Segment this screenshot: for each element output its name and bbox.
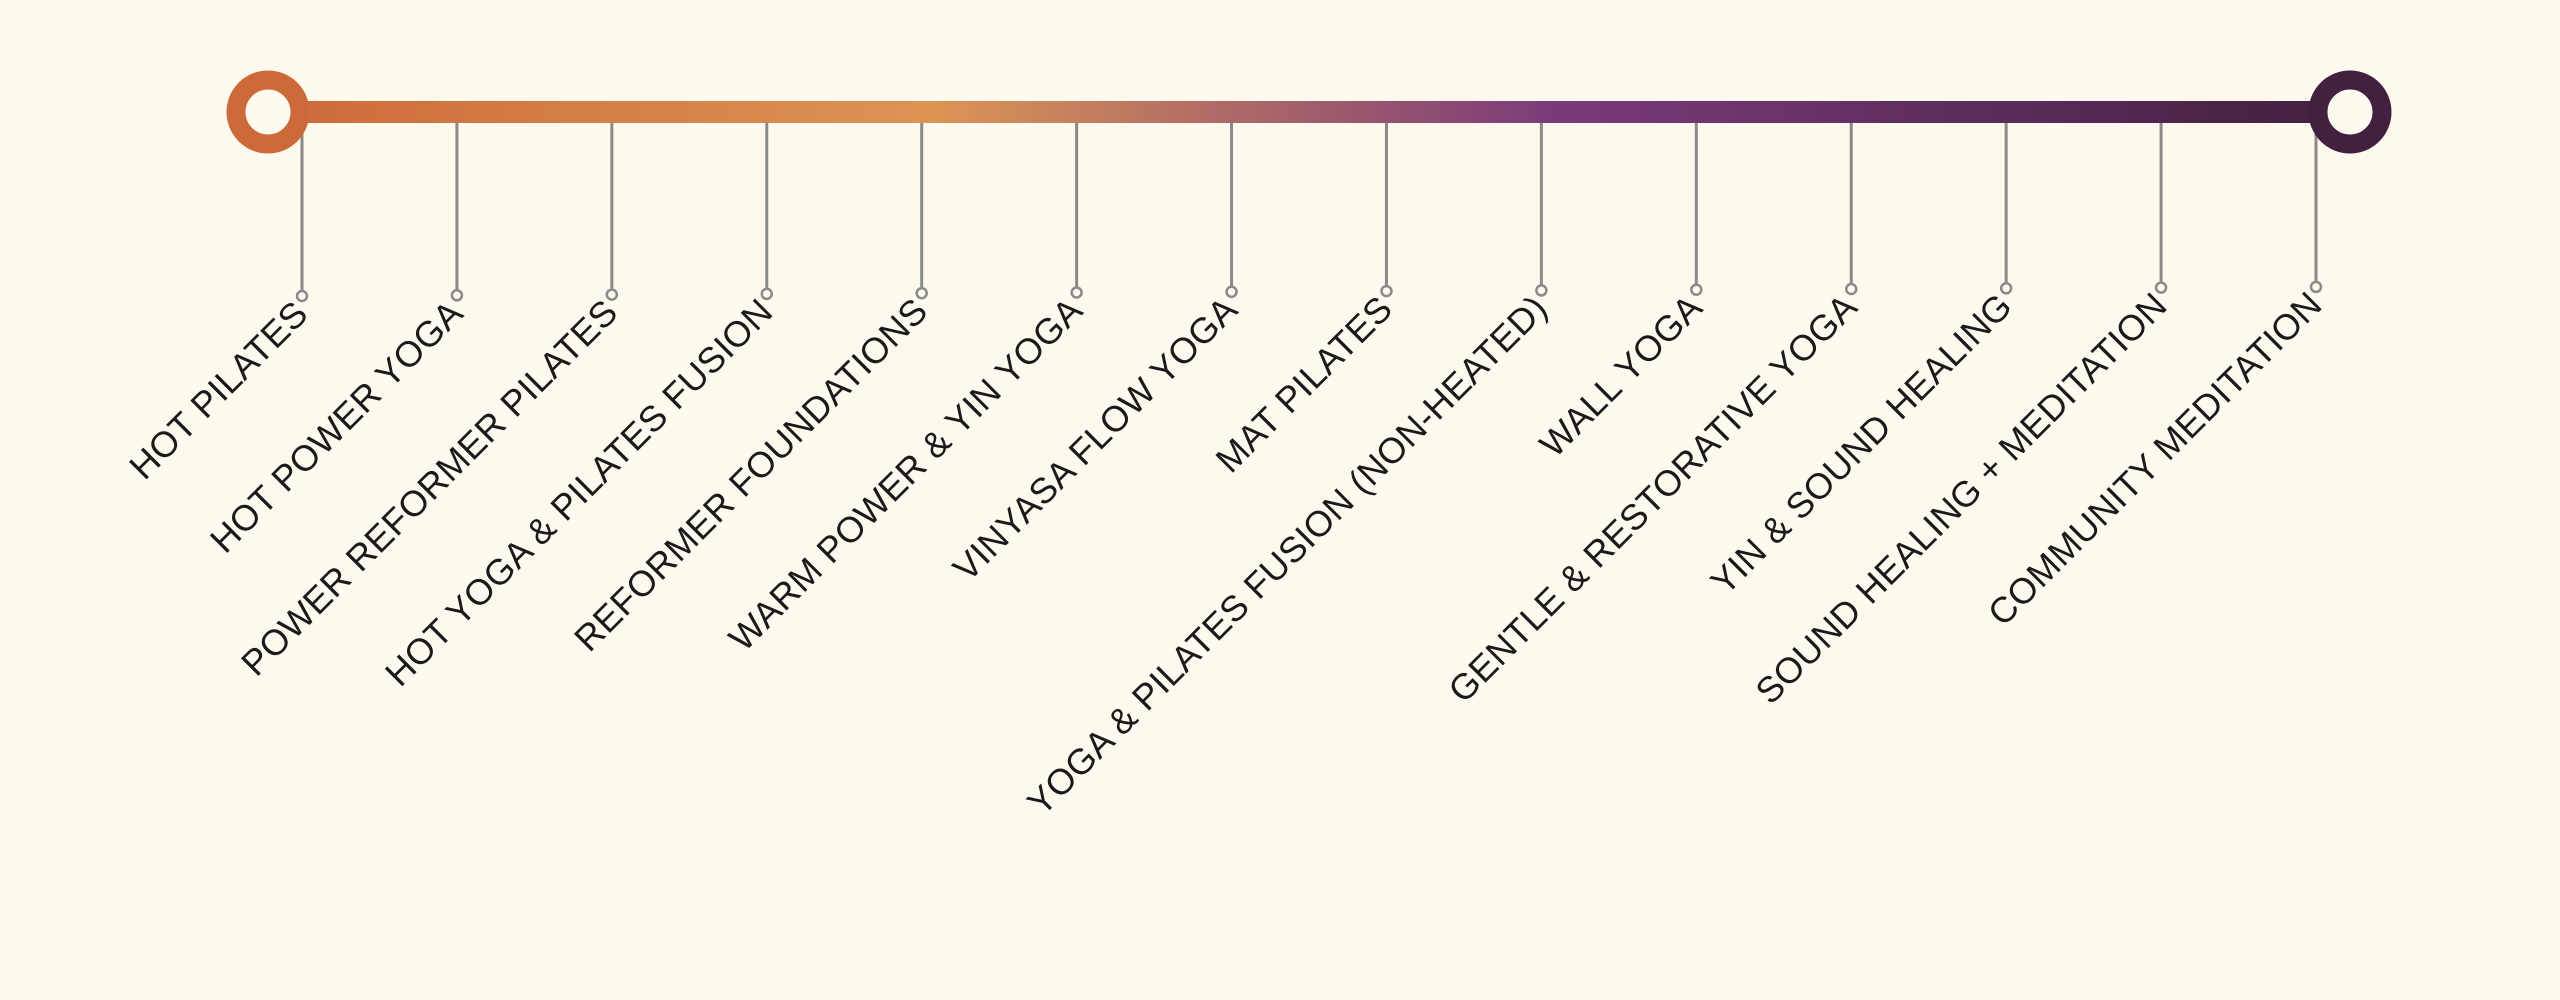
connector-endpoint xyxy=(1999,282,2013,295)
connector-endpoint xyxy=(1070,286,1083,299)
connector-endpoint xyxy=(1844,282,1858,296)
class-label: YOGA & PILATES FUSION (NON-HEATED) xyxy=(1019,287,1555,823)
connector-endpoint xyxy=(1690,283,1703,296)
connector-endpoint xyxy=(2154,281,2168,294)
connector-endpoint xyxy=(1535,284,1548,297)
spectrum-end-ring xyxy=(2308,70,2392,154)
class-label: HOT POWER YOGA xyxy=(202,292,471,561)
connector-lines xyxy=(295,118,2323,303)
connector-endpoint xyxy=(915,286,928,300)
connector-endpoint xyxy=(2309,280,2323,294)
connector-endpoint xyxy=(295,289,309,303)
connector-endpoint xyxy=(605,288,619,301)
spectrum-bar xyxy=(268,101,2350,123)
connector-endpoint xyxy=(760,287,774,301)
class-label: VINYASA FLOW YOGA xyxy=(945,288,1245,588)
connector-endpoint xyxy=(1225,285,1238,299)
connector-endpoint xyxy=(450,289,464,302)
class-label: COMMUNITY MEDITATION xyxy=(1980,284,2330,634)
spectrum-start-ring xyxy=(226,70,310,154)
connector-endpoint xyxy=(1380,284,1393,298)
class-label: YIN & SOUND HEALING xyxy=(1702,285,2019,602)
